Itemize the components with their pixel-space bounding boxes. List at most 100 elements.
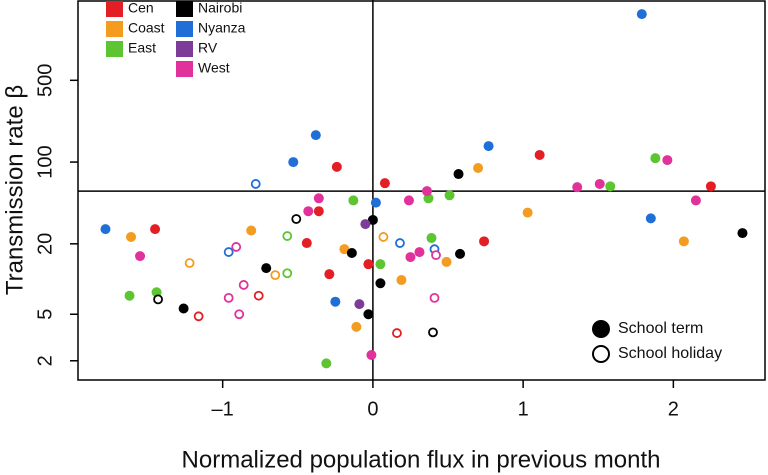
point-term [301, 238, 312, 249]
point-term [396, 275, 407, 286]
point-term [645, 213, 656, 224]
y-tick-label: 500 [34, 64, 56, 97]
point-term [690, 195, 701, 206]
point-term [594, 178, 605, 189]
point-holiday [395, 238, 405, 248]
point-holiday [184, 258, 195, 268]
point-holiday [193, 311, 204, 322]
point-term [379, 178, 390, 189]
point-term [313, 193, 324, 204]
point-holiday [378, 232, 389, 242]
y-tick-label: 2 [34, 355, 56, 366]
point-holiday [234, 309, 245, 320]
point-term [473, 162, 484, 173]
point-term [310, 130, 321, 141]
point-term [288, 157, 299, 168]
point-term [124, 290, 135, 301]
legend-swatch [176, 21, 193, 37]
point-term [354, 299, 365, 310]
legend-swatch [106, 1, 123, 17]
point-term [414, 247, 425, 258]
legend-label: West [198, 60, 230, 76]
point-holiday [392, 328, 402, 338]
point-term [483, 141, 494, 152]
point-term [348, 195, 359, 206]
point-term [678, 236, 689, 247]
x-axis-title: Normalized population flux in previous m… [182, 446, 661, 473]
y-tick-label: 100 [34, 145, 56, 178]
legend-label: RV [198, 40, 218, 56]
point-term [605, 181, 616, 192]
point-term [572, 182, 583, 193]
point-holiday [250, 179, 261, 189]
x-tick-label: 1 [518, 398, 529, 420]
legend-swatch [176, 1, 193, 17]
legend-swatch [106, 41, 123, 57]
point-term [150, 224, 161, 235]
y-axis-title: Transmission rate β [1, 85, 28, 295]
point-term [370, 197, 381, 208]
point-term [479, 236, 490, 247]
point-term [351, 321, 362, 332]
legend-swatch [176, 41, 193, 57]
legend-label: East [128, 40, 156, 56]
x-tick-label: 2 [668, 398, 679, 420]
point-term [324, 269, 335, 280]
legend-swatch [106, 21, 123, 37]
point-term [444, 190, 455, 201]
point-term [330, 296, 341, 307]
point-term [455, 248, 466, 259]
point-term [705, 181, 716, 192]
point-term [339, 244, 350, 255]
point-term [375, 278, 386, 289]
point-holiday [282, 231, 293, 241]
point-term [737, 228, 748, 239]
point-holiday [431, 250, 441, 261]
point-term [403, 195, 414, 206]
point-term [366, 350, 377, 361]
point-term [662, 155, 673, 166]
point-holiday [223, 247, 234, 257]
point-term [426, 233, 437, 244]
point-term [313, 206, 324, 217]
point-term [375, 259, 386, 270]
legend-swatch [176, 61, 193, 77]
point-term [100, 224, 111, 235]
point-holiday [231, 242, 242, 252]
point-holiday [291, 214, 302, 224]
point-term [246, 225, 257, 236]
y-tick-label: 5 [34, 309, 56, 320]
point-term [363, 259, 374, 270]
point-term [135, 251, 146, 262]
point-holiday [223, 292, 234, 303]
y-tick-label: 20 [34, 233, 56, 255]
point-holiday [253, 290, 264, 301]
point-term [346, 247, 357, 258]
point-term [650, 153, 661, 164]
point-term [360, 219, 371, 230]
point-term [441, 256, 452, 267]
point-holiday [428, 327, 438, 338]
point-term [126, 231, 137, 242]
point-term [405, 252, 416, 263]
point-term [178, 303, 189, 314]
point-holiday [429, 292, 440, 303]
legend-label: Nairobi [198, 0, 242, 16]
point-term [303, 206, 314, 217]
point-holiday [238, 280, 249, 290]
point-term [522, 207, 533, 218]
legend-label: Cen [128, 0, 154, 16]
point-term [534, 149, 545, 160]
point-term [421, 186, 432, 197]
x-tick-label: 0 [367, 398, 378, 420]
point-term [367, 214, 378, 225]
legend-marker [592, 345, 610, 363]
x-tick-label: –1 [212, 398, 234, 420]
point-term [453, 169, 464, 180]
point-term [636, 9, 647, 20]
point-term [321, 358, 332, 369]
legend-label: Nyanza [198, 20, 246, 36]
point-term [363, 309, 374, 320]
point-term [331, 161, 342, 172]
